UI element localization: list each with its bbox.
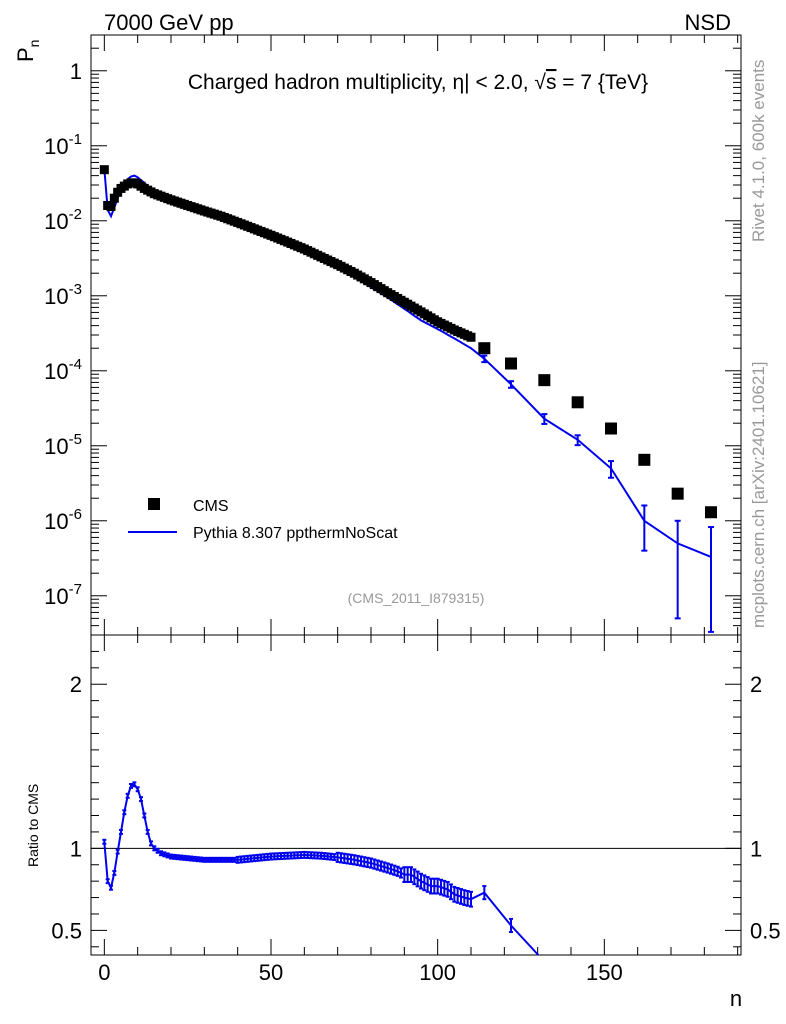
legend-pythia-label: Pythia 8.307 ppthermNoScat [193, 525, 398, 542]
ratio-y-tick-label-right: 1 [750, 836, 762, 861]
x-tick-label: 150 [586, 960, 623, 985]
process-label: NSD [685, 10, 731, 35]
ratio-plot-frame [90, 634, 742, 956]
x-axis-title: n [730, 986, 742, 1011]
main-series-layer [99, 165, 717, 633]
ratio-y-tick-label-right: 0.5 [750, 918, 781, 943]
main-y-tick-label: 10-5 [44, 431, 82, 459]
mcplots-label: mcplots.cern.ch [arXiv:2401.10621] [749, 362, 768, 628]
cms-data-point [99, 165, 109, 175]
cms-data-point [505, 357, 517, 370]
main-y-tick-label: 10-1 [44, 131, 82, 159]
analysis-id-label: (CMS_2011_I879315) [348, 590, 485, 606]
ratio-series-layer [102, 781, 540, 956]
cms-data-point [705, 506, 717, 519]
cms-data-point [538, 374, 551, 387]
ratio-y-tick-label: 1 [70, 836, 82, 861]
ratio-y-tick-labels: 0.5 0.5 1 1 2 2 [51, 672, 780, 943]
main-y-tick-label: 10-4 [44, 356, 82, 384]
ratio-axis-ticks [91, 635, 741, 955]
main-y-tick-label: 1 [70, 59, 82, 84]
main-y-tick-label: 10-2 [44, 206, 82, 234]
legend-cms-marker [148, 498, 160, 510]
cms-data-point [106, 202, 116, 212]
cms-data-point [109, 193, 119, 203]
ratio-y-axis-title: Ratio to CMS [25, 784, 41, 867]
main-y-axis-title: Pn [13, 40, 42, 62]
main-y-tick-labels: 10-7 10-6 10-5 10-4 10-3 10-2 10-1 1 [44, 59, 82, 609]
x-tick-labels: 0 50 100 150 [98, 960, 622, 985]
main-y-tick-label: 10-3 [44, 281, 82, 309]
cms-data-point [478, 342, 491, 355]
main-y-tick-label: 10-6 [44, 506, 82, 534]
main-axis-ticks [91, 34, 741, 636]
cms-data-point [605, 422, 617, 435]
ratio-line [103, 783, 540, 956]
chart-title: Charged hadron multiplicity, η| < 2.0, √… [188, 71, 648, 94]
rivet-label: Rivet 4.1.0, 600k events [749, 60, 768, 242]
ratio-y-tick-label: 0.5 [51, 918, 82, 943]
cms-data-point [571, 396, 584, 409]
cms-data-point [671, 487, 684, 500]
main-y-tick-label: 10-7 [44, 581, 82, 609]
x-tick-label: 100 [419, 960, 456, 985]
cms-data-point [638, 453, 651, 466]
cms-data-point [466, 332, 476, 342]
ratio-y-tick-label-right: 2 [750, 672, 762, 697]
legend-cms-label: CMS [193, 498, 229, 515]
ratio-y-tick-label: 2 [70, 672, 82, 697]
x-tick-label: 50 [259, 960, 283, 985]
energy-label: 7000 GeV pp [104, 10, 234, 35]
x-tick-label: 0 [98, 960, 110, 985]
